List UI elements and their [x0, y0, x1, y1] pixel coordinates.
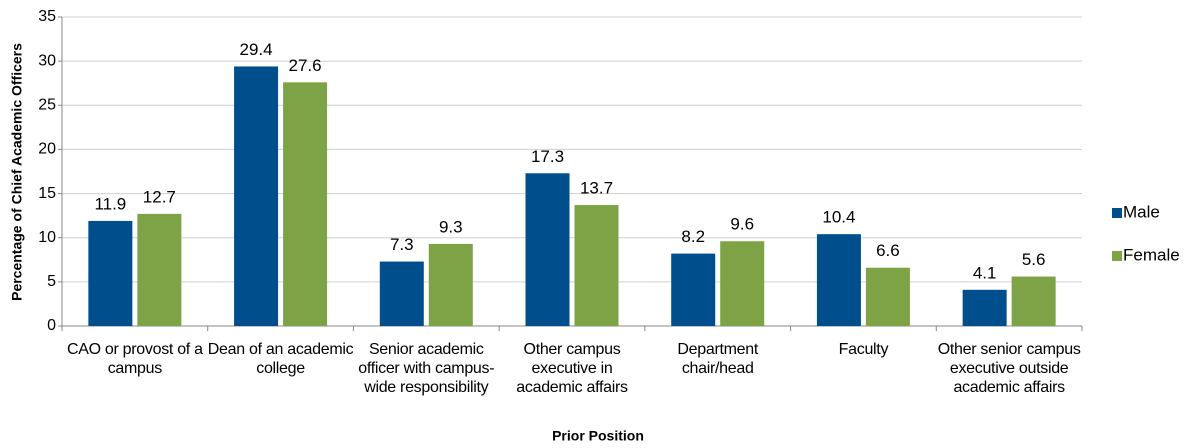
- y-tick-label: 25: [38, 97, 56, 114]
- bar: [962, 289, 1007, 326]
- value-label: 9.3: [439, 217, 463, 236]
- x-tick-label: Other senior campus executive outside ac…: [937, 341, 1081, 396]
- x-tick-label: Faculty: [838, 341, 889, 358]
- y-tick-label: 0: [47, 317, 56, 334]
- bar: [137, 213, 182, 326]
- bar: [720, 241, 765, 326]
- legend-label: Female: [1123, 245, 1180, 264]
- x-tick-label: Dean of an academic college: [207, 341, 354, 377]
- x-tick-label: CAO or provost of a campus: [66, 341, 203, 377]
- y-tick-label: 35: [38, 8, 56, 25]
- bar: [865, 267, 910, 326]
- value-label: 8.2: [681, 227, 705, 246]
- value-label: 17.3: [531, 147, 564, 166]
- x-axis-title: Prior Position: [552, 428, 644, 444]
- value-label: 5.6: [1022, 250, 1046, 269]
- bar: [574, 205, 619, 326]
- value-label: 9.6: [730, 215, 754, 234]
- value-label: 10.4: [822, 208, 855, 227]
- y-axis-title: Percentage of Chief Academic Officers: [9, 43, 25, 301]
- value-label: 13.7: [580, 179, 613, 198]
- legend-swatch: [1112, 208, 1122, 218]
- bar: [671, 253, 716, 326]
- bar: [816, 234, 861, 326]
- x-tick-label: Department chair/head: [677, 341, 758, 377]
- x-tick-label: Other campus executive in academic affai…: [516, 341, 628, 396]
- value-label: 11.9: [94, 194, 126, 213]
- value-label: 7.3: [390, 235, 414, 254]
- value-label: 6.6: [876, 241, 900, 260]
- legend-swatch: [1112, 251, 1122, 261]
- bar: [1011, 276, 1056, 326]
- bar: [88, 220, 133, 326]
- legend-label: Male: [1123, 202, 1160, 221]
- x-tick-label: Senior academic officer with campus-wide…: [358, 341, 495, 396]
- value-label: 12.7: [143, 187, 176, 206]
- y-tick-label: 30: [38, 52, 56, 69]
- value-label: 29.4: [240, 40, 273, 59]
- y-tick-label: 15: [38, 185, 56, 202]
- bar: [283, 82, 328, 327]
- y-tick-label: 10: [38, 229, 56, 246]
- y-tick-label: 5: [47, 273, 56, 290]
- value-label: 4.1: [973, 263, 997, 282]
- bar: [234, 66, 279, 326]
- value-label: 27.6: [289, 56, 322, 75]
- bar: [428, 243, 473, 326]
- y-tick-label: 20: [38, 141, 56, 158]
- bar: [379, 261, 424, 326]
- bar: [525, 173, 570, 326]
